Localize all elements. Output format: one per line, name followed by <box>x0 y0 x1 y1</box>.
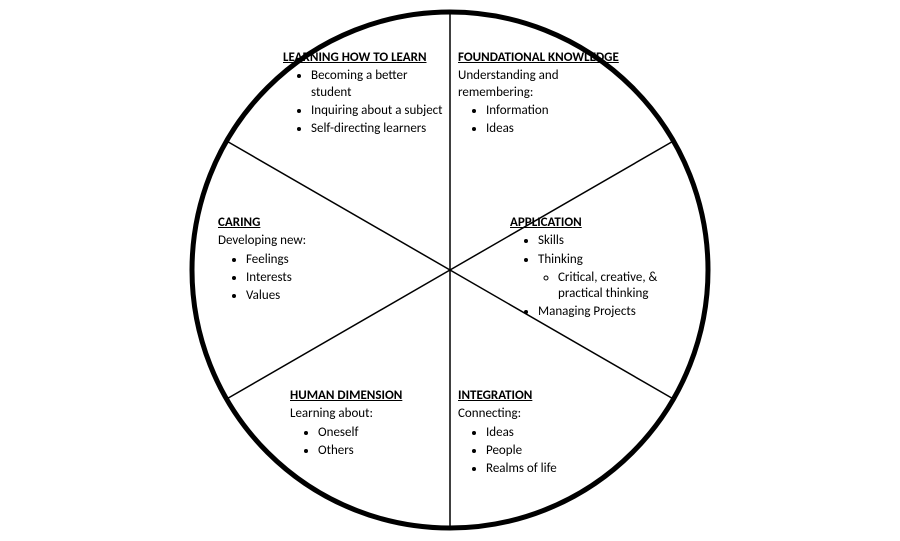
sector-integration: INTEGRATION Connecting: Ideas People Rea… <box>458 388 618 479</box>
sector-caring: CARING Developing new: Feelings Interest… <box>218 215 368 306</box>
list-human-dimension: Oneself Others <box>290 425 450 460</box>
wheel-svg <box>0 0 900 541</box>
list-item: Becoming a better student <box>311 68 448 101</box>
list-item: Feelings <box>246 252 368 268</box>
list-application: Skills Thinking Critical, creative, & pr… <box>510 233 695 320</box>
title-caring: CARING <box>218 215 368 231</box>
diagram-stage: FOUNDATIONAL KNOWLEDGE Understanding and… <box>0 0 900 541</box>
list-foundational: Information Ideas <box>458 103 628 138</box>
subtitle-integration: Connecting: <box>458 406 618 422</box>
subtitle-human-dimension: Learning about: <box>290 406 450 422</box>
list-item: Values <box>246 288 368 304</box>
subtitle-caring: Developing new: <box>218 233 368 249</box>
list-item: Critical, creative, & practical thinking <box>558 270 695 303</box>
title-integration: INTEGRATION <box>458 388 618 404</box>
list-item: Interests <box>246 270 368 286</box>
list-item: People <box>486 443 618 459</box>
list-item-thinking: Thinking <box>538 252 583 267</box>
list-item: Realms of life <box>486 461 618 477</box>
list-item: Oneself <box>318 425 450 441</box>
subtitle-foundational: Understanding and remembering: <box>458 68 628 101</box>
list-integration: Ideas People Realms of life <box>458 425 618 478</box>
list-item: Information <box>486 103 628 119</box>
list-item: Managing Projects <box>538 304 695 320</box>
title-foundational-line1: FOUNDATIONAL KNOWLEDGE <box>458 50 619 65</box>
sublist-application: Critical, creative, & practical thinking <box>538 270 695 303</box>
list-learning-how: Becoming a better student Inquiring abou… <box>283 68 448 137</box>
title-application: APPLICATION <box>510 215 695 231</box>
list-caring: Feelings Interests Values <box>218 252 368 305</box>
list-item: Self-directing learners <box>311 121 448 137</box>
sector-application: APPLICATION Skills Thinking Critical, cr… <box>510 215 695 323</box>
list-item: Thinking Critical, creative, & practical… <box>538 252 695 303</box>
sector-human-dimension: HUMAN DIMENSION Learning about: Oneself … <box>290 388 450 461</box>
list-item: Ideas <box>486 121 628 137</box>
sector-foundational: FOUNDATIONAL KNOWLEDGE Understanding and… <box>458 50 628 139</box>
list-item: Others <box>318 443 450 459</box>
title-foundational: FOUNDATIONAL KNOWLEDGE <box>458 50 628 66</box>
sector-learning-how: LEARNING HOW TO LEARN Becoming a better … <box>283 50 448 139</box>
list-item: Skills <box>538 233 695 249</box>
list-item: Inquiring about a subject <box>311 103 448 119</box>
title-learning-how: LEARNING HOW TO LEARN <box>283 50 448 66</box>
list-item: Ideas <box>486 425 618 441</box>
title-human-dimension: HUMAN DIMENSION <box>290 388 450 404</box>
